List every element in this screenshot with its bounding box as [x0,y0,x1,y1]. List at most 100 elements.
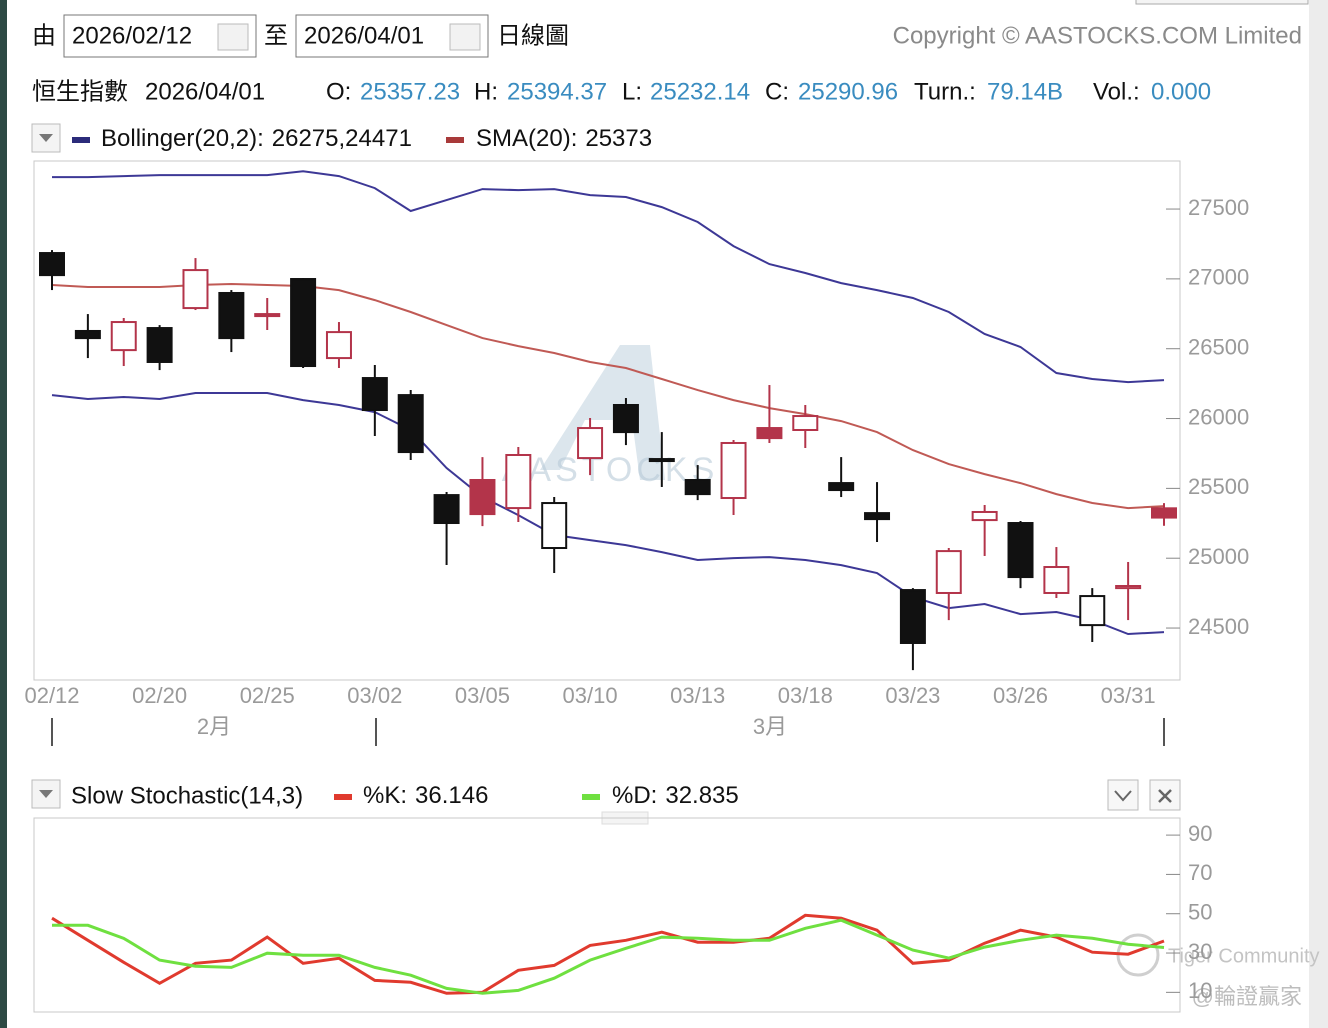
candle-body [828,482,855,492]
x-tick-label: 03/31 [1101,683,1156,708]
overlay-line [52,170,1165,384]
legend-entry: SMA(20): 25373 [476,125,652,152]
from-label: 由 [32,22,56,49]
x-tick-label: 03/26 [993,683,1048,708]
x-tick-label: 03/10 [563,683,618,708]
series-line [52,918,1165,995]
dropdown-arrow [39,134,53,142]
candle-body [684,478,711,496]
candle-body [1115,585,1142,590]
candle-body [146,327,173,363]
legend-marker [446,137,464,143]
series-line [51,913,1165,995]
candle-body [254,313,281,318]
index-name: 恒生指數 [32,78,128,105]
candle-body [325,331,352,360]
candle-body [39,252,65,277]
calendar-icon[interactable] [217,23,249,51]
candle-body [361,377,388,412]
month-label: 3月 [753,714,787,739]
candle-body [899,589,926,644]
legend-label: Bollinger(20,2): [101,125,264,152]
candle-body [1007,522,1034,579]
legend-marker [582,794,600,800]
top-tabs[interactable] [1135,0,1309,5]
watermark: @輪證贏家 [1192,984,1302,1009]
open-value: 25357.23 [360,78,460,105]
y-tick-label: 26000 [1188,404,1249,429]
x-tick-label: 03/23 [885,683,940,708]
candle-body [110,321,137,352]
x-tick-label: 03/13 [670,683,725,708]
close-icon [1158,789,1172,803]
y-tick-label: 10 [1188,978,1212,1003]
y-tick-label: 27000 [1188,265,1249,290]
candle-body [397,394,424,454]
x-tick-label: 02/25 [240,683,295,708]
candle-body [612,403,639,434]
candle-body [505,453,532,510]
to-label: 至 [264,22,288,49]
legend-value: 32.835 [665,782,738,809]
legend-marker [334,794,352,800]
candle-body [971,510,998,522]
watermark: Tiger Community [1168,945,1320,967]
plot-frame [33,817,1181,1013]
open-label: O: [326,78,351,105]
legend-separator: , [339,125,346,152]
legend-entry: %K: 36.146 [363,782,488,809]
candle-body [864,512,891,521]
x-tick-label: 02/12 [24,683,79,708]
candle-body [541,502,568,550]
legend-value: 25373 [585,125,652,152]
low-value: 25232.14 [650,78,750,105]
close-value: 25290.96 [798,78,898,105]
close-label: C: [765,78,789,105]
candle-body [577,427,604,460]
legend-entry: %D: 32.835 [612,782,739,809]
y-tick-label: 26500 [1188,335,1249,360]
candle-body [720,441,747,500]
right-margin [1309,0,1328,1028]
candle-body [290,278,317,368]
month-label: 2月 [197,714,231,739]
y-tick-label: 25000 [1188,544,1249,569]
plot-frame [33,160,1181,681]
collapse-button[interactable] [1107,779,1139,811]
collapse-icon [1114,790,1132,802]
overlay-line [51,392,1165,636]
candle-body [182,269,209,310]
turnover-label: Turn.: [914,78,976,105]
watermark-shape [540,345,665,480]
legend-label: SMA(20): [476,125,577,152]
low-label: L: [622,78,642,105]
candle-body [469,478,496,516]
legend-value: 24471 [345,125,412,152]
candle-body [218,291,245,340]
candle-body [756,427,783,440]
candle-body [433,494,460,525]
copyright: Copyright © AASTOCKS.COM Limited [893,22,1302,49]
start-date: 2026/02/12 [72,22,192,49]
legend-marker [72,137,90,143]
turnover-value: 79.14B [987,78,1063,105]
y-tick-label: 25500 [1188,474,1249,499]
legend-value: 36.146 [415,782,488,809]
legend-value: 26275 [272,125,339,152]
watermark-text: AASTOCKS [502,451,719,489]
candle-body [1151,507,1177,519]
panel-title: Slow Stochastic(14,3) [71,782,303,809]
candle-body [935,550,962,594]
x-tick-label: 03/05 [455,683,510,708]
x-tick-label: 03/02 [347,683,402,708]
high-label: H: [474,78,498,105]
info-date: 2026/04/01 [145,78,265,105]
calendar-icon[interactable] [449,23,481,51]
candle-body [792,415,819,431]
overlay-line [51,282,1165,510]
watermark-logo [540,345,665,480]
x-tick-label: 03/18 [778,683,833,708]
y-tick-label: 50 [1188,900,1212,925]
